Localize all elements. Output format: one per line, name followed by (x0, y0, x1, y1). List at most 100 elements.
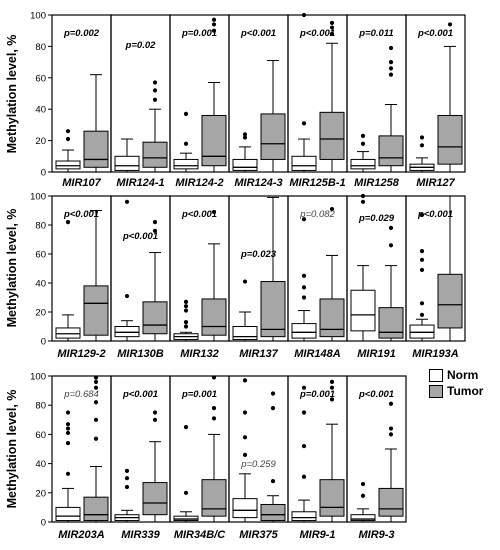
outlier-point (419, 267, 425, 273)
panel-mir124-1: p=0.02 MIR124-1 (110, 14, 171, 189)
box-tumor (83, 210, 109, 342)
iqr-box (114, 155, 140, 171)
outlier-point (360, 141, 366, 146)
box-norm (114, 138, 140, 173)
panel-mir125b-1: p<0.001 MIR125B-1 (287, 12, 348, 189)
outlier-point (270, 406, 276, 411)
outlier-point (152, 88, 158, 93)
outlier-point (388, 66, 394, 71)
outlier-point (65, 136, 71, 142)
outlier-point (329, 385, 335, 390)
p-value-label: p=0.001 (181, 389, 217, 400)
y-tick-label: 0 (41, 518, 46, 529)
outlier-point (183, 304, 189, 309)
panel-frame (405, 14, 466, 173)
outlier-point (388, 225, 394, 230)
group-label: MIR148A (294, 348, 341, 360)
outlier-point (65, 220, 71, 225)
panel-mir137: p=0.023 MIR137 (228, 195, 289, 360)
box-norm (409, 212, 435, 342)
panel-row-2: Methylation level, % 0 20 40 60 80 100 p<0.001 M… (5, 192, 466, 360)
box-norm (350, 481, 376, 523)
box-norm (173, 299, 199, 342)
group-label: MIR1258 (354, 177, 400, 189)
y-axis-label: Methylation level, % (5, 209, 19, 328)
p-value-label: p=0.002 (63, 28, 100, 39)
group-label: MIR191 (357, 348, 396, 360)
outlier-point (211, 416, 217, 421)
iqr-box (260, 503, 286, 522)
outlier-point (93, 385, 99, 390)
outlier-point (388, 243, 394, 248)
outlier-point (242, 378, 248, 383)
outlier-point (388, 45, 394, 51)
panel-mir107: p=0.002 MIR107 (51, 14, 112, 189)
y-tick-label: 100 (30, 11, 46, 22)
box-norm (114, 199, 140, 342)
panel-mir1258: p=0.011 MIR1258 (346, 14, 407, 189)
iqr-box (173, 158, 199, 170)
panel-mir193a: p<0.001 MIR193A (405, 195, 466, 360)
iqr-box (319, 298, 345, 338)
p-value-label: p<0.001 (358, 389, 394, 400)
outlier-point (329, 31, 335, 36)
iqr-box (114, 326, 140, 338)
panel-frame (346, 375, 407, 523)
outlier-point (183, 320, 189, 325)
y-tick-label: 40 (35, 279, 46, 290)
y-tick-label: 60 (35, 73, 46, 84)
box-norm (232, 132, 258, 173)
outlier-point (388, 72, 394, 77)
outlier-point (93, 375, 99, 380)
outlier-point (301, 121, 307, 126)
y-axis-label: Methylation level, % (5, 390, 19, 509)
p-value-label: p<0.001 (299, 28, 335, 39)
y-tick-label: 60 (35, 250, 46, 261)
p-value-label: p=0.029 (358, 213, 395, 224)
iqr-box (319, 479, 345, 517)
outlier-point (65, 441, 71, 446)
p-value-label: p<0.001 (417, 28, 453, 39)
outlier-point (183, 490, 189, 495)
group-label: MIR203A (58, 529, 105, 541)
outlier-point (329, 379, 335, 384)
outlier-point (447, 22, 453, 27)
outlier-point (419, 212, 425, 217)
outlier-point (270, 391, 276, 396)
y-tick-label: 100 (30, 192, 46, 203)
outlier-point (65, 422, 71, 427)
group-label: MIR107 (62, 177, 101, 189)
outlier-point (329, 20, 335, 25)
outlier-point (152, 410, 158, 415)
p-value-label: p=0.02 (125, 40, 157, 51)
outlier-point (152, 228, 158, 233)
iqr-box (55, 160, 81, 170)
outlier-point (124, 199, 130, 204)
y-tick-label: 0 (41, 337, 46, 348)
box-tumor (319, 206, 345, 342)
box-tumor (437, 22, 463, 173)
group-label: MIR193A (412, 348, 459, 360)
iqr-box (260, 113, 286, 160)
iqr-box (83, 285, 109, 336)
outlier-point (301, 12, 307, 18)
y-tick-label: 20 (35, 308, 46, 319)
legend-item-norm: Norm (429, 367, 483, 383)
box-norm (409, 135, 435, 173)
y-tick-label: 20 (35, 488, 46, 499)
outlier-point (65, 410, 71, 415)
legend-item-tumor: Tumor (429, 383, 483, 399)
outlier-point (329, 25, 335, 30)
outlier-point (93, 417, 99, 422)
box-tumor (201, 209, 227, 342)
iqr-box (201, 298, 227, 336)
outlier-point (360, 193, 366, 199)
outlier-point (301, 443, 307, 449)
p-value-label: p=0.082 (299, 209, 335, 220)
group-label: MIR124-1 (116, 177, 164, 189)
outlier-point (388, 401, 394, 406)
outlier-point (152, 80, 158, 85)
outlier-point (419, 143, 425, 148)
outlier-point (329, 206, 335, 212)
box-norm (55, 220, 81, 342)
